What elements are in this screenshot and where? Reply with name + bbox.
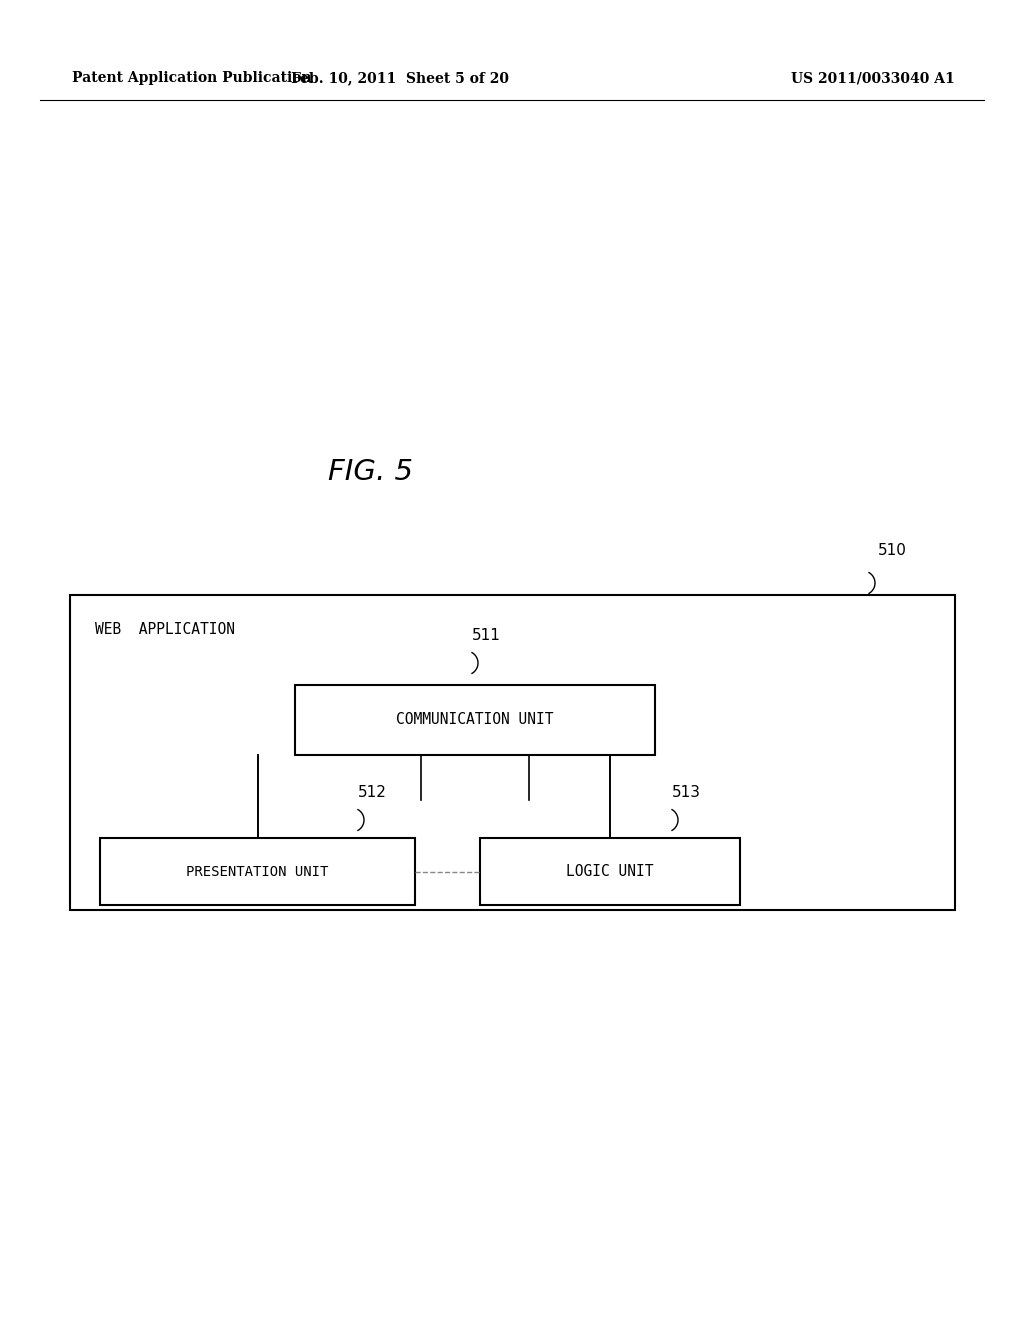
Text: 510: 510: [878, 543, 907, 558]
Text: LOGIC UNIT: LOGIC UNIT: [566, 865, 653, 879]
Text: Feb. 10, 2011  Sheet 5 of 20: Feb. 10, 2011 Sheet 5 of 20: [291, 71, 509, 84]
Text: COMMUNICATION UNIT: COMMUNICATION UNIT: [396, 713, 554, 727]
Bar: [70, 595, 955, 909]
Text: US 2011/0033040 A1: US 2011/0033040 A1: [792, 71, 955, 84]
Text: 511: 511: [472, 628, 501, 643]
Bar: [295, 685, 655, 755]
Text: WEB  APPLICATION: WEB APPLICATION: [95, 623, 234, 638]
Text: 513: 513: [672, 785, 701, 800]
Text: PRESENTATION UNIT: PRESENTATION UNIT: [186, 865, 329, 879]
Bar: [480, 838, 740, 906]
Text: FIG. 5: FIG. 5: [328, 458, 413, 486]
Text: Patent Application Publication: Patent Application Publication: [72, 71, 311, 84]
Text: 512: 512: [358, 785, 387, 800]
Bar: [100, 838, 415, 906]
